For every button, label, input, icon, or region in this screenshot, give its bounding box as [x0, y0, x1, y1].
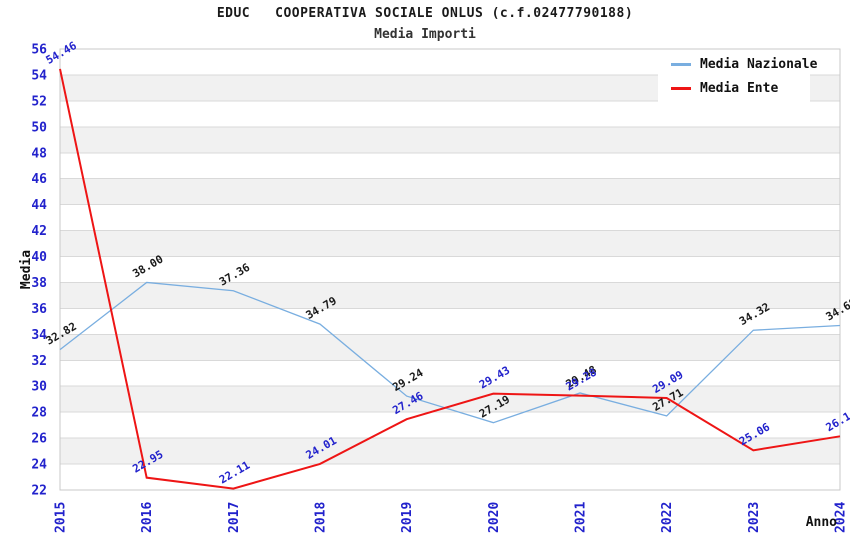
svg-text:54.46: 54.46	[44, 39, 80, 67]
y-axis-title: Media	[19, 250, 34, 289]
x-axis-ticks: 2015 2016 2017 2018 2019 2020 2021 2022 2023 2024	[54, 502, 849, 533]
svg-text:34: 34	[31, 328, 47, 343]
svg-text:36: 36	[31, 302, 47, 317]
chart-title: EDUC COOPERATIVA SOCIALE ONLUS (c.f.0247…	[216, 6, 634, 21]
chart-subtitle: Media Importi	[374, 27, 476, 42]
svg-text:2022: 2022	[660, 502, 675, 533]
svg-text:44: 44	[31, 198, 47, 213]
legend-line-swatch-ente	[671, 86, 691, 90]
x-axis-title: Anno	[806, 515, 837, 530]
legend-line-swatch-nazionale	[671, 62, 691, 66]
svg-text:56: 56	[31, 43, 47, 58]
svg-text:2018: 2018	[314, 502, 329, 533]
svg-text:2023: 2023	[747, 502, 762, 533]
y-axis-ticks: 22 24 26 28 30 32 34 36 38 40 42 44 46 48 50 52 54 56	[31, 43, 47, 499]
legend-label: Media Ente	[700, 80, 779, 96]
svg-text:2020: 2020	[487, 502, 502, 533]
svg-text:54: 54	[31, 68, 47, 83]
svg-text:38: 38	[31, 276, 47, 291]
svg-text:52: 52	[31, 94, 47, 109]
svg-text:2015: 2015	[54, 502, 69, 533]
legend-label: Media Nazionale	[700, 56, 818, 72]
svg-text:2017: 2017	[227, 502, 242, 533]
svg-text:42: 42	[31, 224, 47, 239]
svg-text:28: 28	[31, 406, 47, 421]
svg-text:26: 26	[31, 432, 47, 447]
legend-item-media-nazionale: Media Nazionale	[658, 54, 817, 74]
svg-text:48: 48	[31, 146, 47, 161]
series-line-1	[59, 68, 841, 490]
svg-text:2021: 2021	[574, 502, 589, 533]
series-line-0	[59, 281, 841, 424]
svg-text:2016: 2016	[140, 502, 155, 533]
svg-text:40: 40	[31, 250, 47, 265]
legend-item-media-ente: Media Ente	[658, 78, 810, 98]
svg-text:50: 50	[31, 120, 47, 135]
svg-text:22: 22	[31, 484, 47, 499]
svg-text:46: 46	[31, 172, 47, 187]
svg-text:24: 24	[31, 458, 47, 473]
svg-text:32: 32	[31, 354, 47, 369]
legend: Media Nazionale Media Ente	[658, 50, 817, 102]
svg-text:30: 30	[31, 380, 47, 395]
svg-text:2019: 2019	[400, 502, 415, 533]
gridlines	[59, 48, 841, 491]
svg-text:2024: 2024	[834, 502, 849, 533]
